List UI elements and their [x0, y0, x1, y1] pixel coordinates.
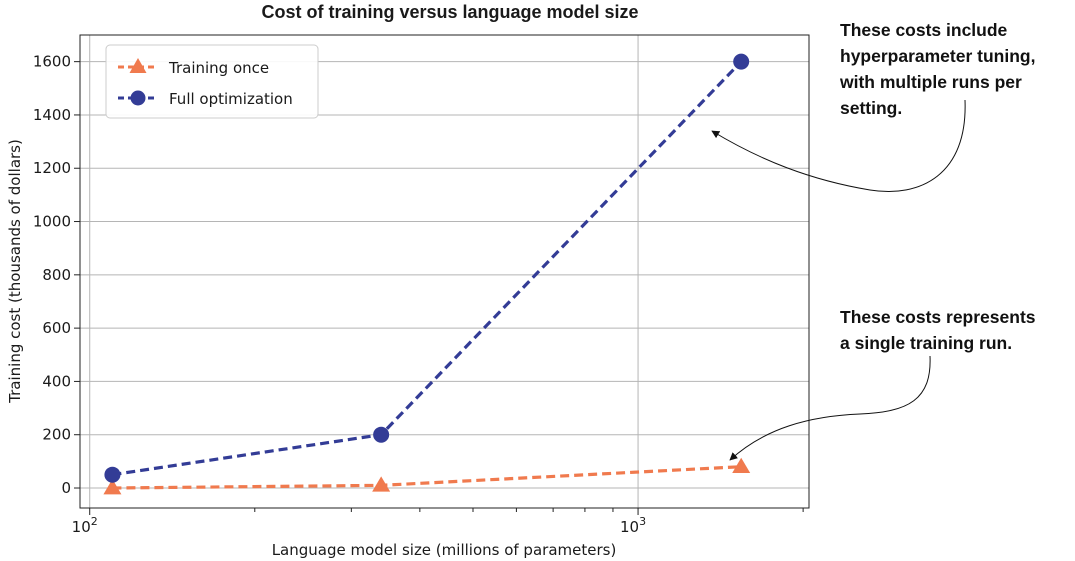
- annotation-hyperparameter: These costs include hyperparameter tunin…: [711, 20, 1035, 192]
- annotation-2-line-1: These costs represents: [840, 307, 1036, 327]
- series-layer: [103, 53, 751, 495]
- y-tick-label: 1000: [33, 213, 71, 231]
- series-line-1: [112, 60, 743, 477]
- annotation-1-line-1: These costs include: [840, 20, 1008, 40]
- data-point-circle: [104, 466, 121, 483]
- y-tick-label: 800: [42, 266, 71, 284]
- grid-layer: [80, 35, 809, 508]
- annotation-1-line-2: hyperparameter tuning,: [840, 46, 1035, 66]
- x-axis-label: Language model size (millions of paramet…: [272, 541, 617, 559]
- y-tick-label: 1400: [33, 106, 71, 124]
- y-tick-label: 1600: [33, 53, 71, 71]
- annotation-single-run: These costs represents a single training…: [729, 307, 1036, 461]
- y-tick-label: 400: [42, 372, 71, 390]
- chart-title: Cost of training versus language model s…: [261, 2, 638, 22]
- annotation-1-line-4: setting.: [840, 98, 902, 118]
- y-tick-label: 0: [61, 479, 71, 497]
- plot-frame: [79, 34, 810, 509]
- y-axis-label: Training cost (thousands of dollars): [6, 139, 24, 404]
- y-tick-label: 600: [42, 319, 71, 337]
- legend-box: [105, 44, 319, 119]
- legend-item-training-once: Training once: [118, 58, 269, 77]
- data-point-circle: [733, 53, 750, 70]
- x-tick-label: 103: [620, 515, 646, 536]
- annotation-1-arrow: [711, 99, 966, 192]
- y-tick-label: 200: [42, 426, 71, 444]
- x-tick-exponent: 2: [91, 515, 98, 528]
- x-tick-label: 102: [72, 515, 98, 536]
- annotation-2-line-2: a single training run.: [840, 333, 1012, 353]
- legend-label-full-optimization: Full optimization: [169, 90, 293, 108]
- data-point-triangle: [732, 457, 751, 473]
- legend-item-full-optimization: Full optimization: [118, 90, 293, 108]
- series-line-0: [112, 465, 742, 490]
- data-point-triangle: [103, 479, 122, 495]
- annotation-2-arrow: [729, 355, 931, 461]
- y-tick-label: 1200: [33, 159, 71, 177]
- data-point-triangle: [372, 476, 391, 492]
- ticks-layer: 0 200 400 600 800 1000 1200 1400 1600 102 103: [33, 53, 804, 536]
- annotation-1-line-3: with multiple runs per: [839, 72, 1022, 92]
- legend: Training once Full optimization: [105, 44, 319, 119]
- legend-label-training-once: Training once: [168, 59, 269, 77]
- legend-marker-triangle: [129, 58, 147, 73]
- data-point-circle: [373, 426, 390, 443]
- x-tick-exponent: 3: [639, 515, 646, 528]
- legend-marker-circle: [130, 90, 146, 106]
